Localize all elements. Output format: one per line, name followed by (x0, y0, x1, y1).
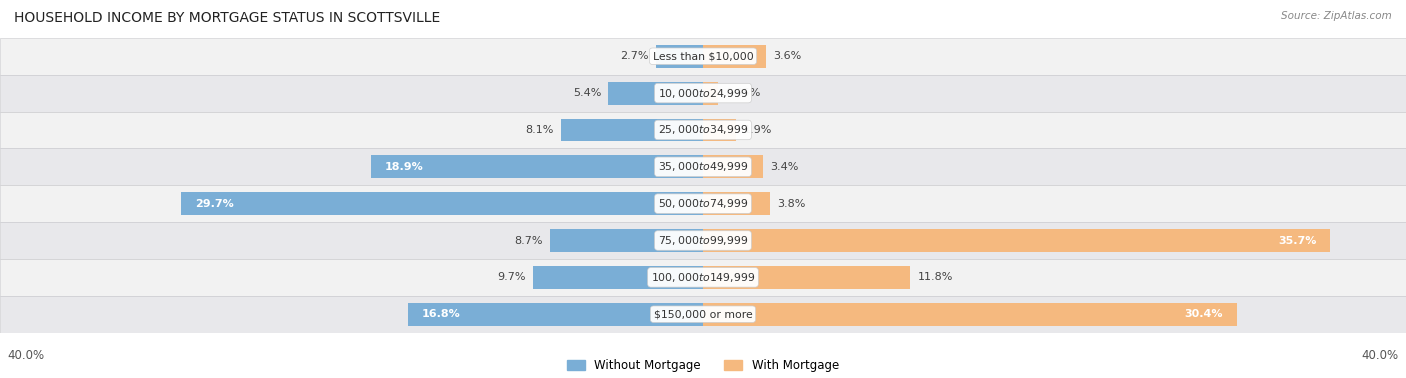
Text: 5.4%: 5.4% (572, 88, 602, 98)
Text: $75,000 to $99,999: $75,000 to $99,999 (658, 234, 748, 247)
Bar (0, 38, 1406, 75)
Text: $100,000 to $149,999: $100,000 to $149,999 (651, 271, 755, 284)
Text: 0.85%: 0.85% (725, 88, 761, 98)
Bar (703, 266, 911, 289)
Bar (703, 155, 762, 178)
Text: 8.7%: 8.7% (515, 235, 543, 245)
Bar (703, 229, 1330, 252)
Text: Source: ZipAtlas.com: Source: ZipAtlas.com (1281, 11, 1392, 21)
Bar (0, 185, 1406, 222)
Bar (533, 266, 703, 289)
Text: 30.4%: 30.4% (1185, 309, 1223, 319)
Text: 3.8%: 3.8% (778, 199, 806, 209)
Text: $150,000 or more: $150,000 or more (654, 309, 752, 319)
Text: $50,000 to $74,999: $50,000 to $74,999 (658, 197, 748, 210)
Bar (655, 45, 703, 68)
Text: 2.7%: 2.7% (620, 51, 648, 61)
Text: 9.7%: 9.7% (496, 273, 526, 282)
Text: Less than $10,000: Less than $10,000 (652, 51, 754, 61)
Bar (0, 149, 1406, 185)
Text: 1.9%: 1.9% (744, 125, 772, 135)
Text: $35,000 to $49,999: $35,000 to $49,999 (658, 160, 748, 173)
Bar (550, 229, 703, 252)
Text: 18.9%: 18.9% (385, 162, 423, 172)
Text: 35.7%: 35.7% (1278, 235, 1316, 245)
Text: 8.1%: 8.1% (526, 125, 554, 135)
Bar (0, 112, 1406, 149)
Bar (0, 222, 1406, 259)
Text: 29.7%: 29.7% (195, 199, 233, 209)
Bar (371, 155, 703, 178)
Bar (703, 192, 770, 215)
Text: 40.0%: 40.0% (7, 349, 44, 362)
Text: HOUSEHOLD INCOME BY MORTGAGE STATUS IN SCOTTSVILLE: HOUSEHOLD INCOME BY MORTGAGE STATUS IN S… (14, 11, 440, 25)
Text: 40.0%: 40.0% (1362, 349, 1399, 362)
Text: 3.4%: 3.4% (770, 162, 799, 172)
Bar (609, 82, 703, 104)
Bar (0, 296, 1406, 333)
Bar (703, 82, 718, 104)
Bar (703, 119, 737, 141)
Bar (703, 303, 1237, 325)
Bar (561, 119, 703, 141)
Text: $10,000 to $24,999: $10,000 to $24,999 (658, 87, 748, 99)
Text: $25,000 to $34,999: $25,000 to $34,999 (658, 124, 748, 136)
Text: 16.8%: 16.8% (422, 309, 461, 319)
Bar (0, 259, 1406, 296)
Bar (703, 45, 766, 68)
Text: 3.6%: 3.6% (773, 51, 801, 61)
Bar (0, 75, 1406, 112)
Bar (181, 192, 703, 215)
Bar (408, 303, 703, 325)
Legend: Without Mortgage, With Mortgage: Without Mortgage, With Mortgage (567, 359, 839, 372)
Text: 11.8%: 11.8% (917, 273, 953, 282)
